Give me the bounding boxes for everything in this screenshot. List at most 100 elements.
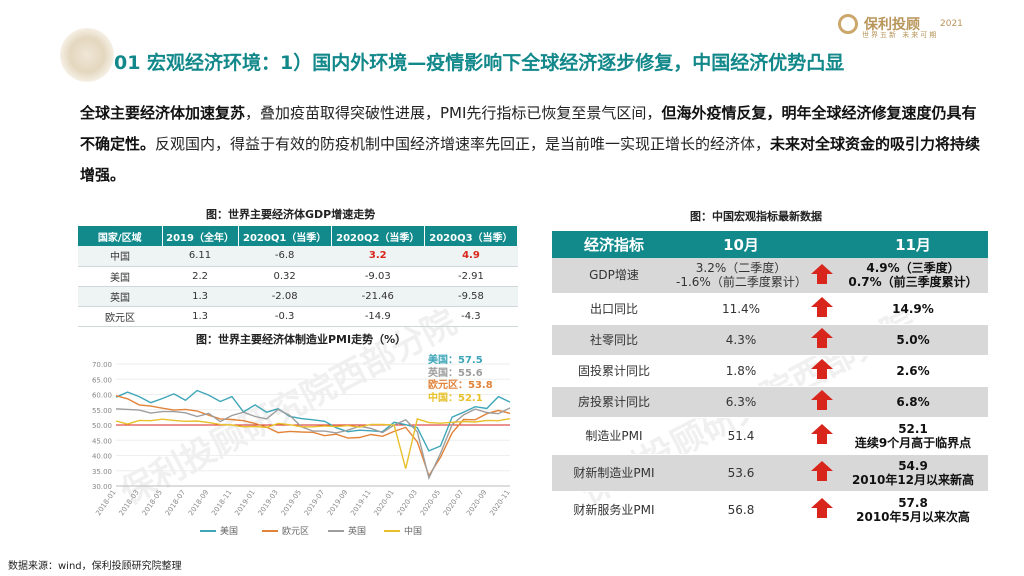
y-tick-label: 30.00 [92,483,112,491]
table-cell: 3.2 [331,246,425,267]
intro-bold-2: 但海外疫情反复，明年全球经济修复速度仍具有不确定性。 [80,104,977,153]
up-arrow-cell [806,491,838,529]
gdp-header-cell: 2019（全年） [162,226,239,246]
table-row: 美国 2.2 0.32 -9.03 -2.91 [78,266,518,287]
x-tick-label: 2018-05 [141,489,164,518]
intro-text-1: ，叠加疫苗取得突破性进展，PMI先行指标已恢复至景气区间， [245,104,662,122]
y-tick-label: 65.00 [92,376,112,384]
x-tick-label: 2020-05 [419,489,442,518]
data-source: 数据来源：wind，保利投顾研究院整理 [8,561,182,572]
macro-table-wrap: 经济指标 10月 11月 GDP增速 3.2%（二季度） -1.6%（前二季度累计）… [552,231,988,529]
table-row: 固投累计同比 1.8% 2.6% [552,355,988,387]
oct-value: 11.4% [676,293,806,325]
table-cell: 英国 [78,286,162,307]
up-arrow-icon [811,390,833,410]
table-row: 出口同比 11.4% 14.9% [552,293,988,325]
intro-text-2: 反观国内，得益于有效的防疫机制中国经济增速率先回正，是当前唯一实现正增长的经济体… [155,135,771,153]
gdp-header-cell: 2020Q2（当季） [331,226,425,246]
y-tick-label: 60.00 [92,392,112,400]
y-tick-label: 35.00 [92,468,112,476]
table-cell: 4.9 [424,246,518,267]
legend-label: 美国 [220,525,238,537]
indicator-name: 固投累计同比 [552,355,676,387]
table-cell: -2.91 [424,266,518,287]
intro-bold-1: 全球主要经济体加速复苏 [80,104,246,122]
macro-header-nov: 11月 [838,231,988,258]
series-line-美国 [115,389,511,452]
x-tick-label: 2018-01 [94,489,117,518]
x-tick-label: 2020-03 [396,489,419,518]
up-arrow-icon [811,461,833,481]
y-tick-label: 70.00 [92,361,112,369]
up-arrow-cell [806,386,838,418]
intro-bold-3: 未来对全球资金的吸引力将持续增强。 [80,135,981,184]
page-title: 01 宏观经济环境：1）国内外环境—疫情影响下全球经济逐步修复，中国经济优势凸显 [114,52,845,74]
pmi-latest-labels: 美国：57.5 英国：55.6 欧元区：53.8 中国：52.1 [428,355,493,405]
intro-paragraph: 全球主要经济体加速复苏，叠加疫苗取得突破性进展，PMI先行指标已恢复至景气区间，… [80,98,985,191]
pmi-line-chart: 70.00 65.00 60.00 55.00 50.00 45.00 40.00 35.00… [92,361,512,537]
nov-value: 57.8 2010年5月以来次高 [838,491,988,529]
macro-header-oct: 10月 [676,231,806,258]
pmi-latest-us: 美国：57.5 [428,355,483,366]
up-arrow-cell [806,324,838,356]
gdp-header-cell: 2020Q3（当季） [424,226,519,246]
macro-header-indicator: 经济指标 [552,231,676,258]
x-tick-label: 2019-03 [257,489,280,518]
y-tick-label: 50.00 [92,422,112,430]
brand-logo: 保利投顾 2021 [838,10,963,38]
gdp-header-cell: 国家/区域 [78,226,163,246]
x-tick-label: 2020-11 [488,489,511,518]
table-row: 中国 6.11 -6.8 3.2 4.9 [78,246,518,267]
table-cell: 0.32 [238,266,332,287]
up-arrow-icon [811,328,833,348]
x-tick-label: 2018-09 [187,489,210,518]
y-tick-label: 40.00 [92,453,112,461]
oct-value: 3.2%（二季度） -1.6%（前二季度累计） [676,258,807,294]
x-tick-label: 2019-01 [233,489,256,518]
gdp-table-wrap: 国家/区域 2019（全年） 2020Q1（当季） 2020Q2（当季） 202… [78,226,519,327]
up-arrow-icon [811,498,833,518]
up-arrow-cell [806,417,838,455]
table-cell: 1.3 [162,306,239,327]
series-line-英国 [115,407,511,481]
legend-label: 中国 [404,525,422,537]
oct-value: 4.3% [676,324,806,356]
pmi-latest-cn: 中国：52.1 [428,392,483,404]
up-arrow-cell [806,355,838,387]
brand-name: 保利投顾 [864,17,920,33]
macro-header-arrow [806,231,838,258]
up-arrow-cell [806,293,838,325]
y-tick-label: 45.00 [92,437,112,445]
table-cell: -21.46 [331,286,425,307]
pmi-latest-uk: 英国：55.6 [428,367,483,379]
table-cell: 6.11 [162,246,239,267]
x-tick-label: 2018-11 [210,489,233,518]
indicator-name: 出口同比 [552,293,676,325]
decorative-emblem [60,28,114,82]
table-cell: -14.9 [331,306,425,327]
oct-value: 56.8 [676,491,806,529]
table-cell: 1.3 [162,286,239,307]
table-row: 欧元区 1.3 -0.3 -14.9 -4.3 [78,306,518,327]
oct-value: 51.4 [676,417,806,455]
macro-table-caption: 图：中国宏观指标最新数据 [690,210,822,223]
oct-value: 53.6 [676,454,806,492]
gdp-header-cell: 2020Q1（当季） [238,226,332,246]
pmi-chart-caption: 图：世界主要经济体制造业PMI走势（%） [196,333,407,346]
up-arrow-icon [811,359,833,379]
series-line-欧元区 [115,395,511,478]
x-tick-label: 2019-11 [349,489,372,518]
table-cell: -4.3 [424,306,518,327]
up-arrow-cell [806,258,838,294]
brand-slogan: 世界五新 未来可期 [862,31,939,39]
nov-value: 6.8% [838,386,988,418]
up-arrow-icon [811,263,833,284]
table-row: 英国 1.3 -2.08 -21.46 -9.58 [78,286,518,307]
up-arrow-icon [811,297,833,317]
table-row: 财新服务业PMI 56.8 57.8 2010年5月以来次高 [552,491,988,529]
gdp-table-header: 国家/区域 2019（全年） 2020Q1（当季） 2020Q2（当季） 202… [78,226,519,246]
legend-label: 欧元区 [282,525,309,537]
table-row: 财新制造业PMI 53.6 54.9 2010年12月以来新高 [552,454,988,492]
legend-label: 英国 [348,525,366,537]
x-tick-label: 2019-05 [280,489,303,518]
